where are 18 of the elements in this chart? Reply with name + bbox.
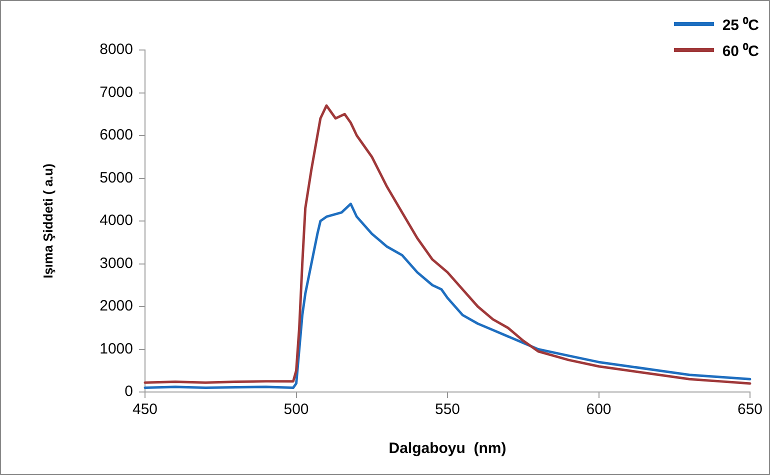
legend-label: 25 ⁰C: [722, 16, 759, 34]
y-tick-label: 0: [124, 383, 133, 400]
y-tick-label: 6000: [100, 126, 133, 144]
y-tick-label: 4000: [100, 212, 133, 230]
y-tick-label: 7000: [100, 84, 133, 101]
y-tick-label: 2000: [100, 298, 133, 315]
y-tick-label: 8000: [100, 41, 133, 58]
x-tick-label: 600: [586, 401, 612, 418]
y-axis-title: Işıma Şiddeti ( a.u): [40, 164, 56, 278]
y-tick-label: 1000: [100, 340, 133, 358]
y-tick-label: 5000: [100, 169, 133, 186]
x-tick-label: 650: [737, 401, 763, 418]
x-tick-label: 500: [284, 401, 309, 418]
x-tick-label: 450: [132, 401, 158, 418]
x-tick-label: 550: [434, 401, 460, 418]
y-tick-label: 3000: [100, 254, 133, 272]
x-axis-title: Dalgaboyu (nm): [388, 440, 506, 458]
legend-label: 60 ⁰C: [722, 42, 759, 60]
